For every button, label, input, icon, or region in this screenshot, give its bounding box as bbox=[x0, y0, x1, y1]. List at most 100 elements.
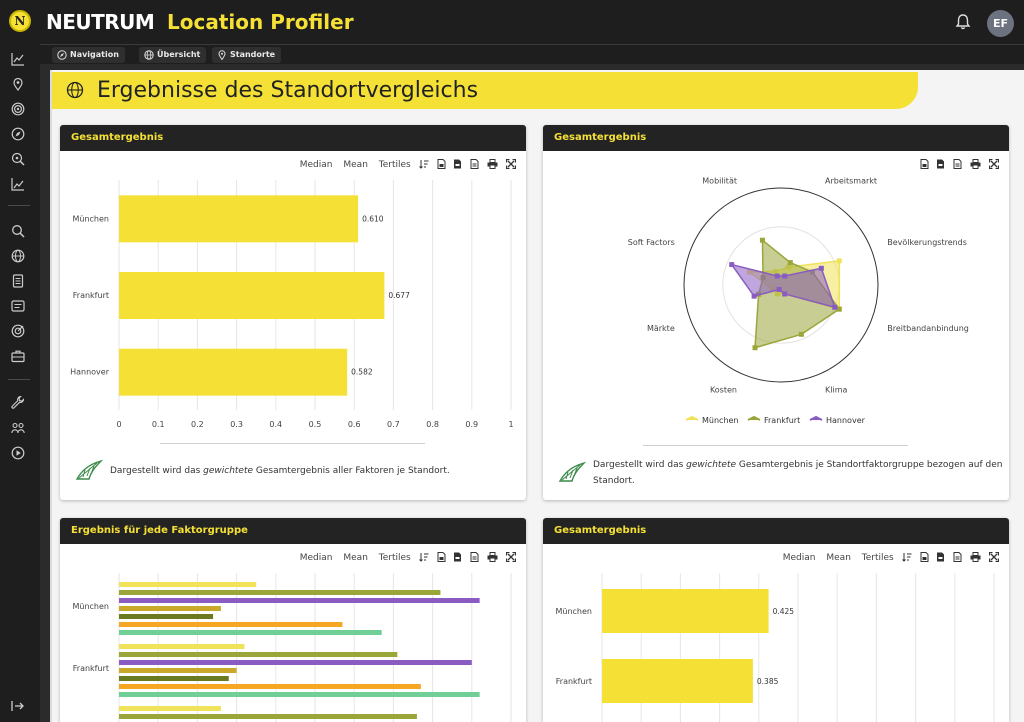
target-icon[interactable] bbox=[11, 102, 25, 116]
search-icon[interactable] bbox=[11, 224, 25, 238]
team-icon[interactable] bbox=[11, 421, 25, 435]
tertiles-button[interactable]: Tertiles bbox=[378, 159, 411, 170]
breadcrumb-uebersicht[interactable]: Übersicht bbox=[139, 47, 207, 63]
radar-point bbox=[836, 258, 842, 264]
briefcase-icon[interactable] bbox=[11, 349, 25, 363]
print-icon[interactable] bbox=[970, 159, 981, 169]
compass-icon[interactable] bbox=[11, 127, 25, 141]
x-tick-label: 0.6 bbox=[348, 420, 361, 429]
fullscreen-icon[interactable] bbox=[989, 159, 999, 169]
chart-toolbar bbox=[915, 159, 999, 173]
sort-icon[interactable] bbox=[901, 552, 912, 562]
download-csv-icon[interactable] bbox=[470, 159, 479, 169]
download-pdf-icon[interactable] bbox=[453, 552, 462, 562]
download-csv-icon[interactable] bbox=[953, 159, 962, 169]
bar bbox=[602, 589, 769, 633]
notification-bell-icon[interactable] bbox=[954, 13, 972, 31]
breadcrumb-navigation[interactable]: Navigation bbox=[52, 47, 125, 63]
breadcrumb-label: Übersicht bbox=[157, 50, 201, 59]
breadcrumb-standorte[interactable]: Standorte bbox=[212, 47, 282, 63]
compass-icon bbox=[57, 50, 67, 60]
download-png-icon[interactable] bbox=[920, 159, 929, 169]
download-png-icon[interactable] bbox=[920, 552, 929, 562]
radar-axis-label: Kosten bbox=[710, 385, 737, 394]
document-icon[interactable] bbox=[11, 274, 25, 288]
radar-chart: Arbeitsmarkt Bevölkerungstrends Breitbanda… bbox=[628, 177, 969, 425]
radar-point bbox=[798, 331, 804, 337]
category-label: München bbox=[72, 602, 109, 611]
chart-toolbar: Median Mean Tertiles bbox=[292, 552, 516, 566]
radar-axis-label: Arbeitsmarkt bbox=[825, 177, 877, 186]
tertiles-button[interactable]: Tertiles bbox=[861, 552, 894, 563]
category-label: München bbox=[72, 214, 109, 223]
radar-axis-label: Soft Factors bbox=[628, 238, 675, 247]
sidebar bbox=[0, 44, 40, 722]
bar bbox=[602, 659, 753, 703]
x-tick-label: 0.2 bbox=[191, 420, 204, 429]
print-icon[interactable] bbox=[487, 159, 498, 169]
bar bbox=[119, 630, 382, 635]
wrench-icon[interactable] bbox=[11, 396, 25, 410]
note-emphasis: gewichtete bbox=[686, 460, 737, 470]
user-avatar[interactable]: EF bbox=[987, 10, 1014, 37]
download-csv-icon[interactable] bbox=[470, 552, 479, 562]
print-icon[interactable] bbox=[970, 552, 981, 562]
download-pdf-icon[interactable] bbox=[936, 552, 945, 562]
value-label: 0.582 bbox=[351, 368, 373, 377]
download-pdf-icon[interactable] bbox=[936, 159, 945, 169]
sidebar-divider bbox=[8, 205, 30, 206]
search-location-icon[interactable] bbox=[11, 152, 25, 166]
card-total-bar-2: Gesamtergebnis Median Mean Tertiles Münc… bbox=[543, 518, 1009, 722]
radar-axis-label: Märkte bbox=[647, 324, 675, 333]
play-icon[interactable] bbox=[11, 446, 25, 460]
sort-icon[interactable] bbox=[418, 159, 429, 169]
analytics-chart-icon[interactable] bbox=[11, 52, 25, 66]
radar-point bbox=[782, 273, 788, 279]
sort-icon[interactable] bbox=[418, 552, 429, 562]
globe-icon bbox=[66, 81, 84, 99]
bar bbox=[119, 614, 214, 619]
note-text: Dargestellt wird das bbox=[593, 460, 687, 470]
median-button[interactable]: Median bbox=[299, 552, 333, 563]
card-note: Dargestellt wird das gewichtete Gesamter… bbox=[593, 457, 1003, 489]
download-png-icon[interactable] bbox=[437, 159, 446, 169]
radar-point bbox=[787, 260, 793, 266]
bar bbox=[119, 348, 348, 396]
card-title: Gesamtergebnis bbox=[60, 125, 526, 151]
x-tick-label: 0 bbox=[116, 420, 121, 429]
bar bbox=[119, 652, 398, 657]
breadcrumb-label: Standorte bbox=[230, 50, 276, 59]
note-emphasis: gewichtete bbox=[203, 466, 254, 476]
legend-swatch bbox=[747, 415, 761, 421]
fullscreen-icon[interactable] bbox=[506, 159, 516, 169]
value-label: 0.677 bbox=[388, 291, 410, 300]
radar-point bbox=[836, 306, 842, 312]
card-note: Dargestellt wird das gewichtete Gesamter… bbox=[110, 463, 515, 479]
bar bbox=[119, 714, 417, 719]
chart-toolbar: Median Mean Tertiles bbox=[775, 552, 999, 566]
median-button[interactable]: Median bbox=[299, 159, 333, 170]
total-bar-chart: 0 0.1 0.2 0.3 0.4 0.5 0.6 0.7 0.8 0.9 1 München 0.61… bbox=[70, 180, 514, 429]
message-icon[interactable] bbox=[11, 299, 25, 313]
globe-icon[interactable] bbox=[11, 249, 25, 263]
median-button[interactable]: Median bbox=[782, 552, 816, 563]
location-pin-icon[interactable] bbox=[11, 77, 25, 91]
radar-point bbox=[818, 265, 824, 271]
download-pdf-icon[interactable] bbox=[453, 159, 462, 169]
download-png-icon[interactable] bbox=[437, 552, 446, 562]
goal-icon[interactable] bbox=[11, 324, 25, 338]
fullscreen-icon[interactable] bbox=[989, 552, 999, 562]
card-title: Gesamtergebnis bbox=[543, 125, 1009, 151]
download-csv-icon[interactable] bbox=[953, 552, 962, 562]
mean-button[interactable]: Mean bbox=[343, 159, 368, 170]
mean-button[interactable]: Mean bbox=[343, 552, 368, 563]
mean-button[interactable]: Mean bbox=[826, 552, 851, 563]
fullscreen-icon[interactable] bbox=[506, 552, 516, 562]
legend-label: München bbox=[702, 416, 739, 425]
logout-icon[interactable] bbox=[11, 699, 25, 713]
trend-chart-icon[interactable] bbox=[11, 177, 25, 191]
print-icon[interactable] bbox=[487, 552, 498, 562]
logo-icon[interactable]: N bbox=[9, 10, 31, 32]
radar-point bbox=[752, 345, 758, 351]
tertiles-button[interactable]: Tertiles bbox=[378, 552, 411, 563]
